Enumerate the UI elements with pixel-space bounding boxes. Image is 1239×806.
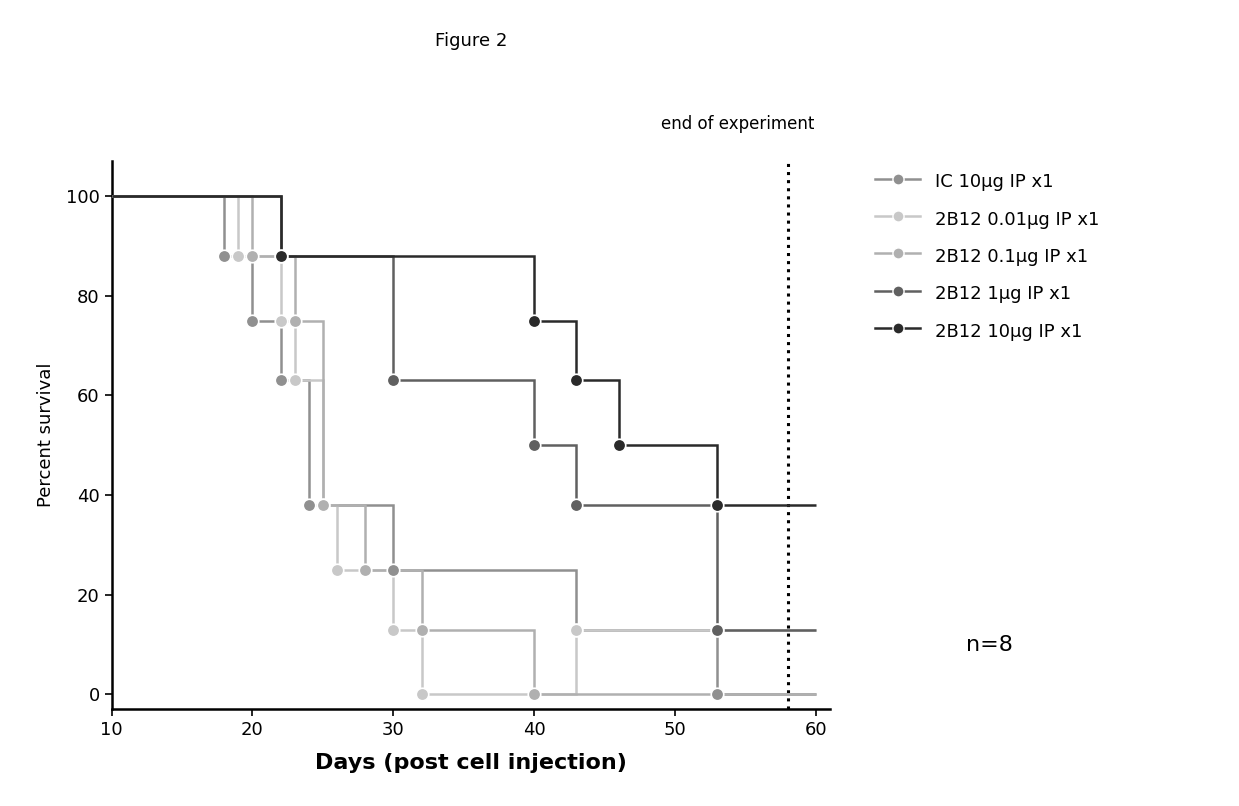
Text: Figure 2: Figure 2 (435, 32, 507, 50)
Legend: IC 10μg IP x1, 2B12 0.01μg IP x1, 2B12 0.1μg IP x1, 2B12 1μg IP x1, 2B12 10μg IP: IC 10μg IP x1, 2B12 0.01μg IP x1, 2B12 0… (875, 170, 1099, 342)
Y-axis label: Percent survival: Percent survival (37, 363, 55, 508)
X-axis label: Days (post cell injection): Days (post cell injection) (315, 753, 627, 773)
Text: n=8: n=8 (966, 635, 1014, 654)
Text: end of experiment: end of experiment (660, 115, 814, 133)
